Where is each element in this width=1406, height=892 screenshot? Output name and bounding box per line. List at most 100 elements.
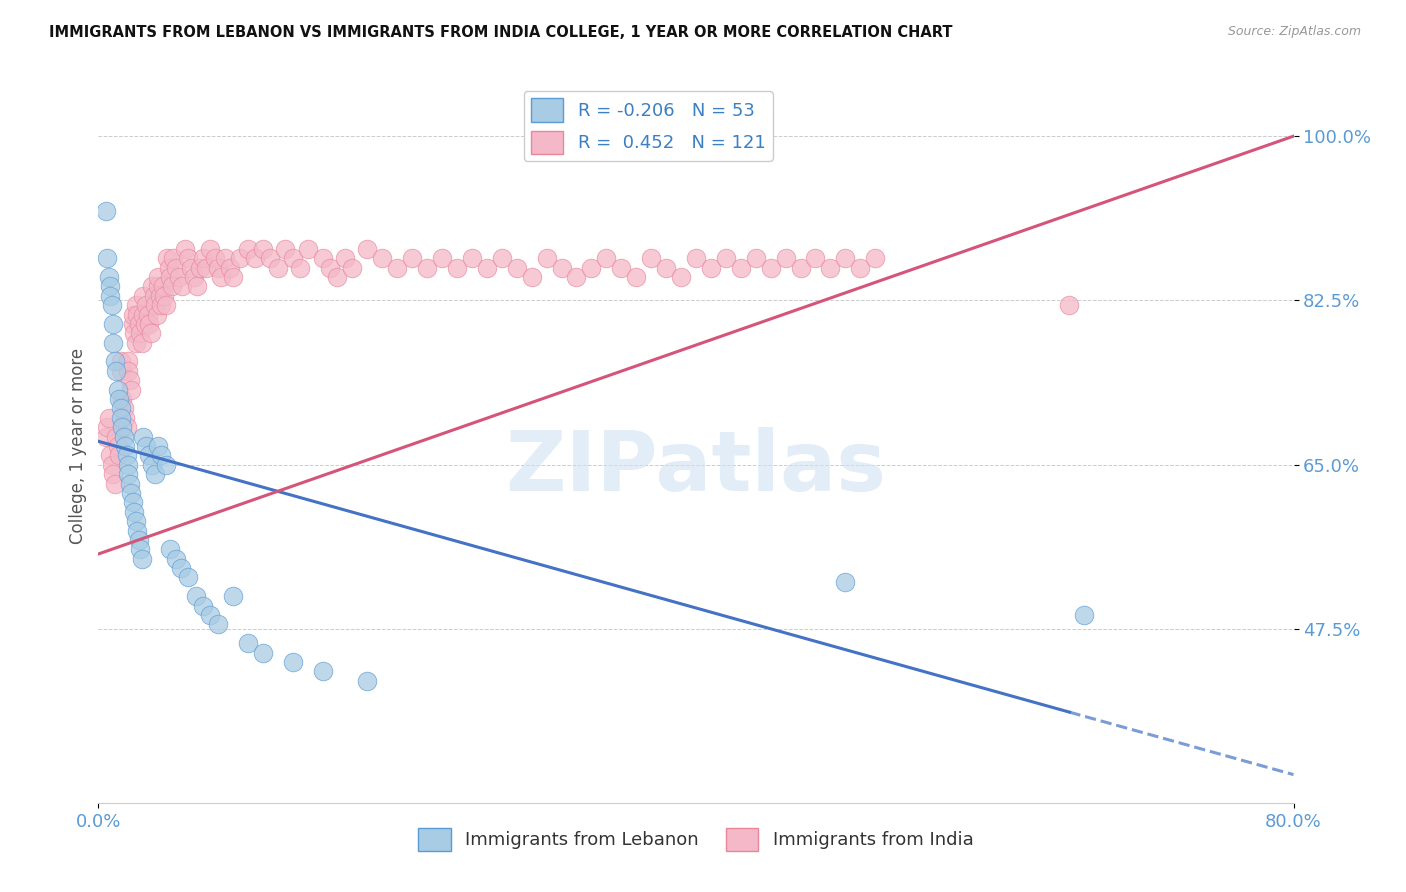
- Point: [148, 439, 170, 453]
- Point: [865, 251, 887, 265]
- Point: [108, 392, 131, 406]
- Point: [121, 317, 143, 331]
- Point: [849, 260, 872, 275]
- Point: [141, 458, 163, 472]
- Point: [96, 420, 118, 434]
- Point: [101, 298, 124, 312]
- Point: [110, 364, 132, 378]
- Text: ZIPatlas: ZIPatlas: [506, 427, 886, 508]
- Point: [135, 439, 157, 453]
- Point: [475, 260, 498, 275]
- Point: [141, 279, 163, 293]
- Point: [131, 551, 153, 566]
- Point: [700, 260, 723, 275]
- Point: [121, 308, 143, 322]
- Point: [136, 308, 159, 322]
- Text: Source: ZipAtlas.com: Source: ZipAtlas.com: [1227, 25, 1361, 38]
- Point: [103, 317, 125, 331]
- Point: [103, 467, 125, 482]
- Point: [132, 429, 155, 443]
- Point: [114, 439, 136, 453]
- Point: [143, 467, 166, 482]
- Point: [759, 260, 782, 275]
- Point: [135, 298, 157, 312]
- Point: [169, 561, 191, 575]
- Point: [101, 458, 124, 472]
- Point: [98, 449, 122, 463]
- Point: [128, 533, 150, 547]
- Point: [110, 401, 132, 416]
- Point: [94, 204, 117, 219]
- Point: [281, 251, 304, 265]
- Point: [115, 449, 138, 463]
- Point: [111, 392, 134, 406]
- Point: [401, 251, 423, 265]
- Point: [117, 354, 139, 368]
- Point: [98, 279, 122, 293]
- Text: IMMIGRANTS FROM LEBANON VS IMMIGRANTS FROM INDIA COLLEGE, 1 YEAR OR MORE CORRELA: IMMIGRANTS FROM LEBANON VS IMMIGRANTS FR…: [49, 25, 953, 40]
- Point: [685, 251, 707, 265]
- Point: [103, 335, 125, 350]
- Point: [148, 270, 170, 285]
- Point: [160, 279, 183, 293]
- Point: [104, 476, 127, 491]
- Point: [128, 317, 150, 331]
- Point: [117, 364, 139, 378]
- Point: [311, 665, 333, 679]
- Point: [204, 251, 226, 265]
- Point: [730, 260, 752, 275]
- Point: [167, 270, 190, 285]
- Point: [186, 279, 208, 293]
- Point: [152, 279, 174, 293]
- Point: [124, 326, 146, 341]
- Point: [132, 308, 155, 322]
- Point: [112, 401, 135, 416]
- Point: [252, 646, 274, 660]
- Point: [311, 251, 333, 265]
- Point: [107, 383, 129, 397]
- Point: [229, 251, 252, 265]
- Point: [149, 289, 172, 303]
- Point: [209, 270, 232, 285]
- Point: [245, 251, 267, 265]
- Point: [139, 326, 162, 341]
- Point: [153, 289, 176, 303]
- Point: [745, 251, 768, 265]
- Point: [536, 251, 558, 265]
- Point: [143, 298, 166, 312]
- Point: [129, 326, 152, 341]
- Point: [124, 505, 146, 519]
- Point: [319, 260, 342, 275]
- Point: [333, 251, 356, 265]
- Point: [281, 655, 304, 669]
- Point: [520, 270, 543, 285]
- Point: [148, 279, 170, 293]
- Point: [172, 279, 194, 293]
- Point: [326, 270, 349, 285]
- Point: [356, 673, 378, 688]
- Point: [581, 260, 603, 275]
- Point: [114, 410, 136, 425]
- Point: [184, 589, 207, 603]
- Point: [207, 617, 229, 632]
- Point: [97, 270, 120, 285]
- Point: [506, 260, 529, 275]
- Point: [129, 542, 152, 557]
- Point: [430, 251, 453, 265]
- Point: [96, 251, 118, 265]
- Point: [132, 289, 155, 303]
- Point: [834, 251, 856, 265]
- Point: [222, 270, 245, 285]
- Point: [159, 542, 181, 557]
- Point: [214, 251, 236, 265]
- Point: [98, 289, 122, 303]
- Point: [150, 449, 173, 463]
- Legend: Immigrants from Lebanon, Immigrants from India: Immigrants from Lebanon, Immigrants from…: [411, 821, 981, 858]
- Point: [127, 524, 149, 538]
- Point: [120, 486, 142, 500]
- Point: [115, 420, 138, 434]
- Point: [789, 260, 811, 275]
- Point: [110, 410, 132, 425]
- Point: [342, 260, 364, 275]
- Point: [118, 373, 141, 387]
